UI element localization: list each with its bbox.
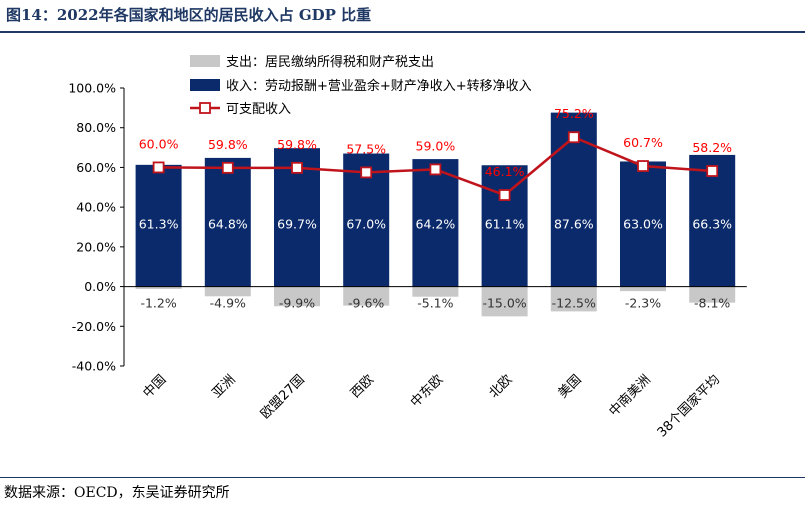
disposable-point bbox=[567, 131, 580, 144]
category-label: 38个国家平均 bbox=[654, 372, 723, 441]
legend-marker-disposable bbox=[199, 102, 211, 114]
expense-bar bbox=[343, 286, 390, 306]
disposable-data-label: 57.5% bbox=[346, 141, 386, 156]
income-data-label: 61.1% bbox=[485, 217, 525, 232]
x-axis-categories: 中国 亚洲 欧盟27国 西欧 中东欧 北欧 美国 中南美洲 38个国家平均 bbox=[140, 372, 723, 441]
income-bar bbox=[135, 164, 182, 287]
disposable-point bbox=[291, 161, 303, 174]
disposable-point bbox=[221, 161, 234, 174]
y-tick-label: 0.0% bbox=[84, 279, 116, 294]
y-tick-label: -20.0% bbox=[72, 319, 116, 334]
expense-data-label: -5.1% bbox=[417, 296, 453, 311]
disposable-data-label: 58.2% bbox=[692, 140, 732, 155]
income-bar bbox=[204, 157, 251, 287]
disposable-income-line bbox=[152, 131, 719, 201]
income-data-label: 69.7% bbox=[277, 217, 317, 232]
disposable-point bbox=[429, 163, 442, 176]
footer-divider bbox=[0, 477, 805, 478]
data-labels: 61.3% 64.8% 69.7% 67.0% 64.2% 61.1% 87.6% 63.0%… bbox=[139, 106, 732, 310]
disposable-point bbox=[706, 165, 719, 177]
legend-swatch-income bbox=[190, 79, 220, 91]
title-divider bbox=[0, 31, 805, 33]
expense-data-label: -2.3% bbox=[625, 296, 661, 311]
income-bar bbox=[620, 161, 666, 287]
y-tick-label: -40.0% bbox=[72, 359, 116, 374]
disposable-data-label: 60.0% bbox=[139, 136, 179, 151]
y-tick-label: 40.0% bbox=[76, 200, 116, 215]
y-tick-label: 100.0% bbox=[68, 81, 116, 96]
expense-bars bbox=[135, 286, 736, 317]
legend-label-income: 收入：劳动报酬+营业盈余+财产净收入+转移净收入 bbox=[226, 78, 532, 94]
expense-bar bbox=[412, 286, 459, 297]
income-data-label: 66.3% bbox=[692, 217, 732, 232]
income-bar bbox=[412, 159, 459, 287]
disposable-data-label: 46.1% bbox=[485, 164, 525, 179]
legend: 支出：居民缴纳所得税和财产税支出收入：劳动报酬+营业盈余+财产净收入+转移净收入… bbox=[190, 54, 532, 117]
income-bars bbox=[135, 112, 736, 287]
category-label: 中东欧 bbox=[408, 372, 446, 410]
disposable-data-label: 60.7% bbox=[623, 135, 663, 150]
category-label: 中国 bbox=[140, 372, 169, 401]
expense-bar bbox=[620, 286, 666, 292]
disposable-point bbox=[498, 189, 511, 201]
expense-bar bbox=[135, 286, 182, 289]
disposable-data-label: 59.0% bbox=[416, 138, 456, 153]
expense-bar bbox=[481, 286, 528, 317]
expense-data-label: -15.0% bbox=[482, 296, 526, 311]
expense-data-label: -12.5% bbox=[552, 296, 596, 311]
expense-bar bbox=[274, 286, 320, 307]
chart-svg: 支出：居民缴纳所得税和财产税支出收入：劳动报酬+营业盈余+财产净收入+转移净收入… bbox=[68, 54, 747, 441]
category-label: 欧盟27国 bbox=[258, 372, 308, 422]
y-tick-label: 60.0% bbox=[76, 160, 116, 175]
category-label: 北欧 bbox=[486, 372, 515, 401]
income-data-label: 63.0% bbox=[623, 217, 663, 232]
expense-data-label: -9.9% bbox=[279, 296, 315, 311]
category-label: 中南美洲 bbox=[606, 372, 654, 420]
expense-data-label: -4.9% bbox=[210, 296, 246, 311]
income-bar bbox=[481, 165, 528, 287]
expense-data-label: -1.2% bbox=[140, 296, 176, 311]
disposable-point bbox=[360, 166, 373, 179]
income-data-label: 64.2% bbox=[416, 217, 456, 232]
disposable-data-label: 75.2% bbox=[554, 106, 594, 121]
chart-title: 图14：2022年各国家和地区的居民收入占 GDP 比重 bbox=[6, 6, 372, 24]
y-axis: -40.0% -20.0% 0.0% 20.0% 40.0% 60.0% 80.0% 100.… bbox=[68, 81, 125, 374]
category-label: 美国 bbox=[556, 372, 585, 401]
y-tick-label: 20.0% bbox=[76, 239, 116, 254]
expense-data-label: -8.1% bbox=[694, 296, 730, 311]
income-data-label: 64.8% bbox=[208, 217, 248, 232]
expense-bar bbox=[550, 286, 597, 312]
income-data-label: 67.0% bbox=[346, 217, 386, 232]
disposable-point bbox=[637, 160, 649, 172]
expense-bar bbox=[689, 286, 736, 303]
legend-label-disposable: 可支配收入 bbox=[226, 102, 291, 117]
category-label: 西欧 bbox=[348, 372, 377, 401]
expense-data-label: -9.6% bbox=[348, 296, 384, 311]
disposable-data-label: 59.8% bbox=[277, 137, 317, 152]
legend-swatch-expense bbox=[190, 55, 220, 67]
category-label: 亚洲 bbox=[210, 372, 239, 401]
source-note: 数据来源：OECD，东吴证券研究所 bbox=[4, 485, 230, 501]
legend-label-expense: 支出：居民缴纳所得税和财产税支出 bbox=[226, 54, 434, 70]
y-tick-label: 80.0% bbox=[76, 120, 116, 135]
income-data-label: 61.3% bbox=[139, 217, 179, 232]
income-data-label: 87.6% bbox=[554, 217, 594, 232]
disposable-data-label: 59.8% bbox=[208, 137, 248, 152]
disposable-point bbox=[152, 161, 165, 174]
expense-bar bbox=[204, 286, 251, 297]
